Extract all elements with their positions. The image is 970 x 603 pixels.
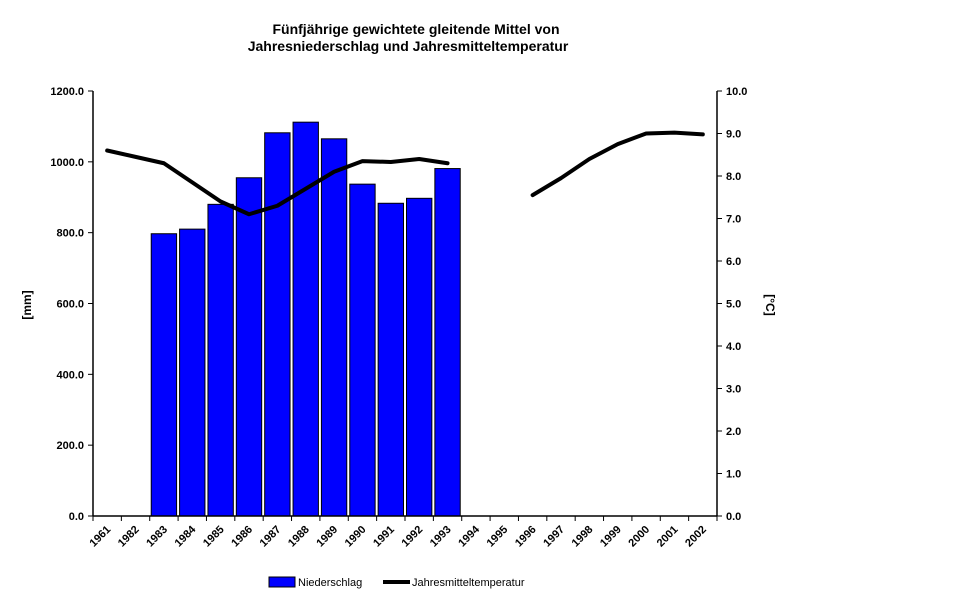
x-tick-label: 1983: [144, 524, 170, 550]
bar-1991: [377, 202, 404, 517]
bar-1987: [264, 132, 291, 517]
y-right-tick-label: 3.0: [726, 384, 741, 396]
x-tick-label: 1985: [201, 524, 227, 550]
x-tick-label: 1984: [173, 523, 199, 549]
temperature-line-segment: [530, 130, 705, 198]
legend-label-niederschlag: Niederschlag: [298, 577, 362, 589]
y-right-tick-label: 8.0: [726, 171, 741, 183]
y-left-tick-label: 1200.0: [50, 86, 84, 98]
x-tick-label: 1999: [598, 524, 624, 550]
y-left-tick-label: 800.0: [56, 228, 84, 240]
x-tick-label: 1982: [116, 524, 142, 550]
y-right-tick-label: 7.0: [726, 214, 741, 226]
x-tick-label: 1961: [88, 524, 114, 550]
bar-1993: [434, 168, 461, 517]
line-series-jahresmitteltemperatur: [105, 130, 705, 217]
x-tick-label: 1991: [371, 524, 397, 550]
y-left-tick-label: 400.0: [56, 369, 84, 381]
y-right-tick-label: 6.0: [726, 256, 741, 268]
x-tick-label: 1990: [343, 524, 369, 550]
y-axis-left-label: [mm]: [20, 290, 34, 319]
bar-series-niederschlag: [150, 121, 461, 517]
x-tick-label: 1993: [428, 524, 454, 550]
bar-1992: [406, 197, 433, 517]
x-tick-label: 1997: [541, 524, 567, 550]
bar-1983: [150, 233, 178, 517]
bar-1989: [320, 138, 348, 517]
x-tick-label: 1998: [570, 524, 596, 550]
y-right-tick-label: 9.0: [726, 129, 741, 141]
x-tick-label: 1988: [286, 524, 312, 550]
x-tick-label: 2000: [626, 524, 652, 550]
x-tick-label: 1986: [229, 524, 255, 550]
x-tick-label: 2001: [655, 524, 681, 550]
y-right-tick-label: 1.0: [726, 469, 741, 481]
y-left-tick-label: 200.0: [56, 440, 84, 452]
bar-1985: [207, 203, 234, 517]
chart-title: Fünfjährige gewichtete gleitende Mittel …: [248, 21, 569, 54]
legend: Niederschlag Jahresmitteltemperatur: [268, 576, 525, 589]
bar-1984: [179, 228, 206, 517]
legend-swatch-niederschlag: [268, 576, 296, 588]
y-left-tick-label: 1000.0: [50, 157, 84, 169]
chart-title-line2: Jahresniederschlag und Jahresmitteltempe…: [248, 38, 569, 54]
x-tick-label: 1994: [456, 523, 482, 549]
x-tick-label: 2002: [683, 524, 709, 550]
bar-1990: [349, 183, 376, 517]
y-right-tick-label: 2.0: [726, 426, 741, 438]
x-tick-label: 1987: [258, 524, 284, 550]
y-left-tick-label: 0.0: [69, 511, 84, 523]
y-left-tick-label: 600.0: [56, 299, 84, 311]
legend-label-jahresmitteltemperatur: Jahresmitteltemperatur: [412, 577, 525, 589]
x-tick-label: 1995: [485, 524, 511, 550]
x-tick-label: 1989: [314, 524, 340, 550]
y-right-tick-label: 0.0: [726, 511, 741, 523]
y-right-tick-label: 5.0: [726, 299, 741, 311]
y-right-tick-label: 4.0: [726, 341, 741, 353]
y-axis-right-label: [°C]: [763, 294, 777, 315]
x-tick-label: 1992: [400, 524, 426, 550]
bar-1986: [235, 177, 263, 517]
temperature-line-segment: [105, 148, 450, 217]
chart-title-line1: Fünfjährige gewichtete gleitende Mittel …: [272, 21, 559, 37]
x-tick-label: 1996: [513, 524, 539, 550]
y-right-tick-label: 10.0: [726, 86, 747, 98]
